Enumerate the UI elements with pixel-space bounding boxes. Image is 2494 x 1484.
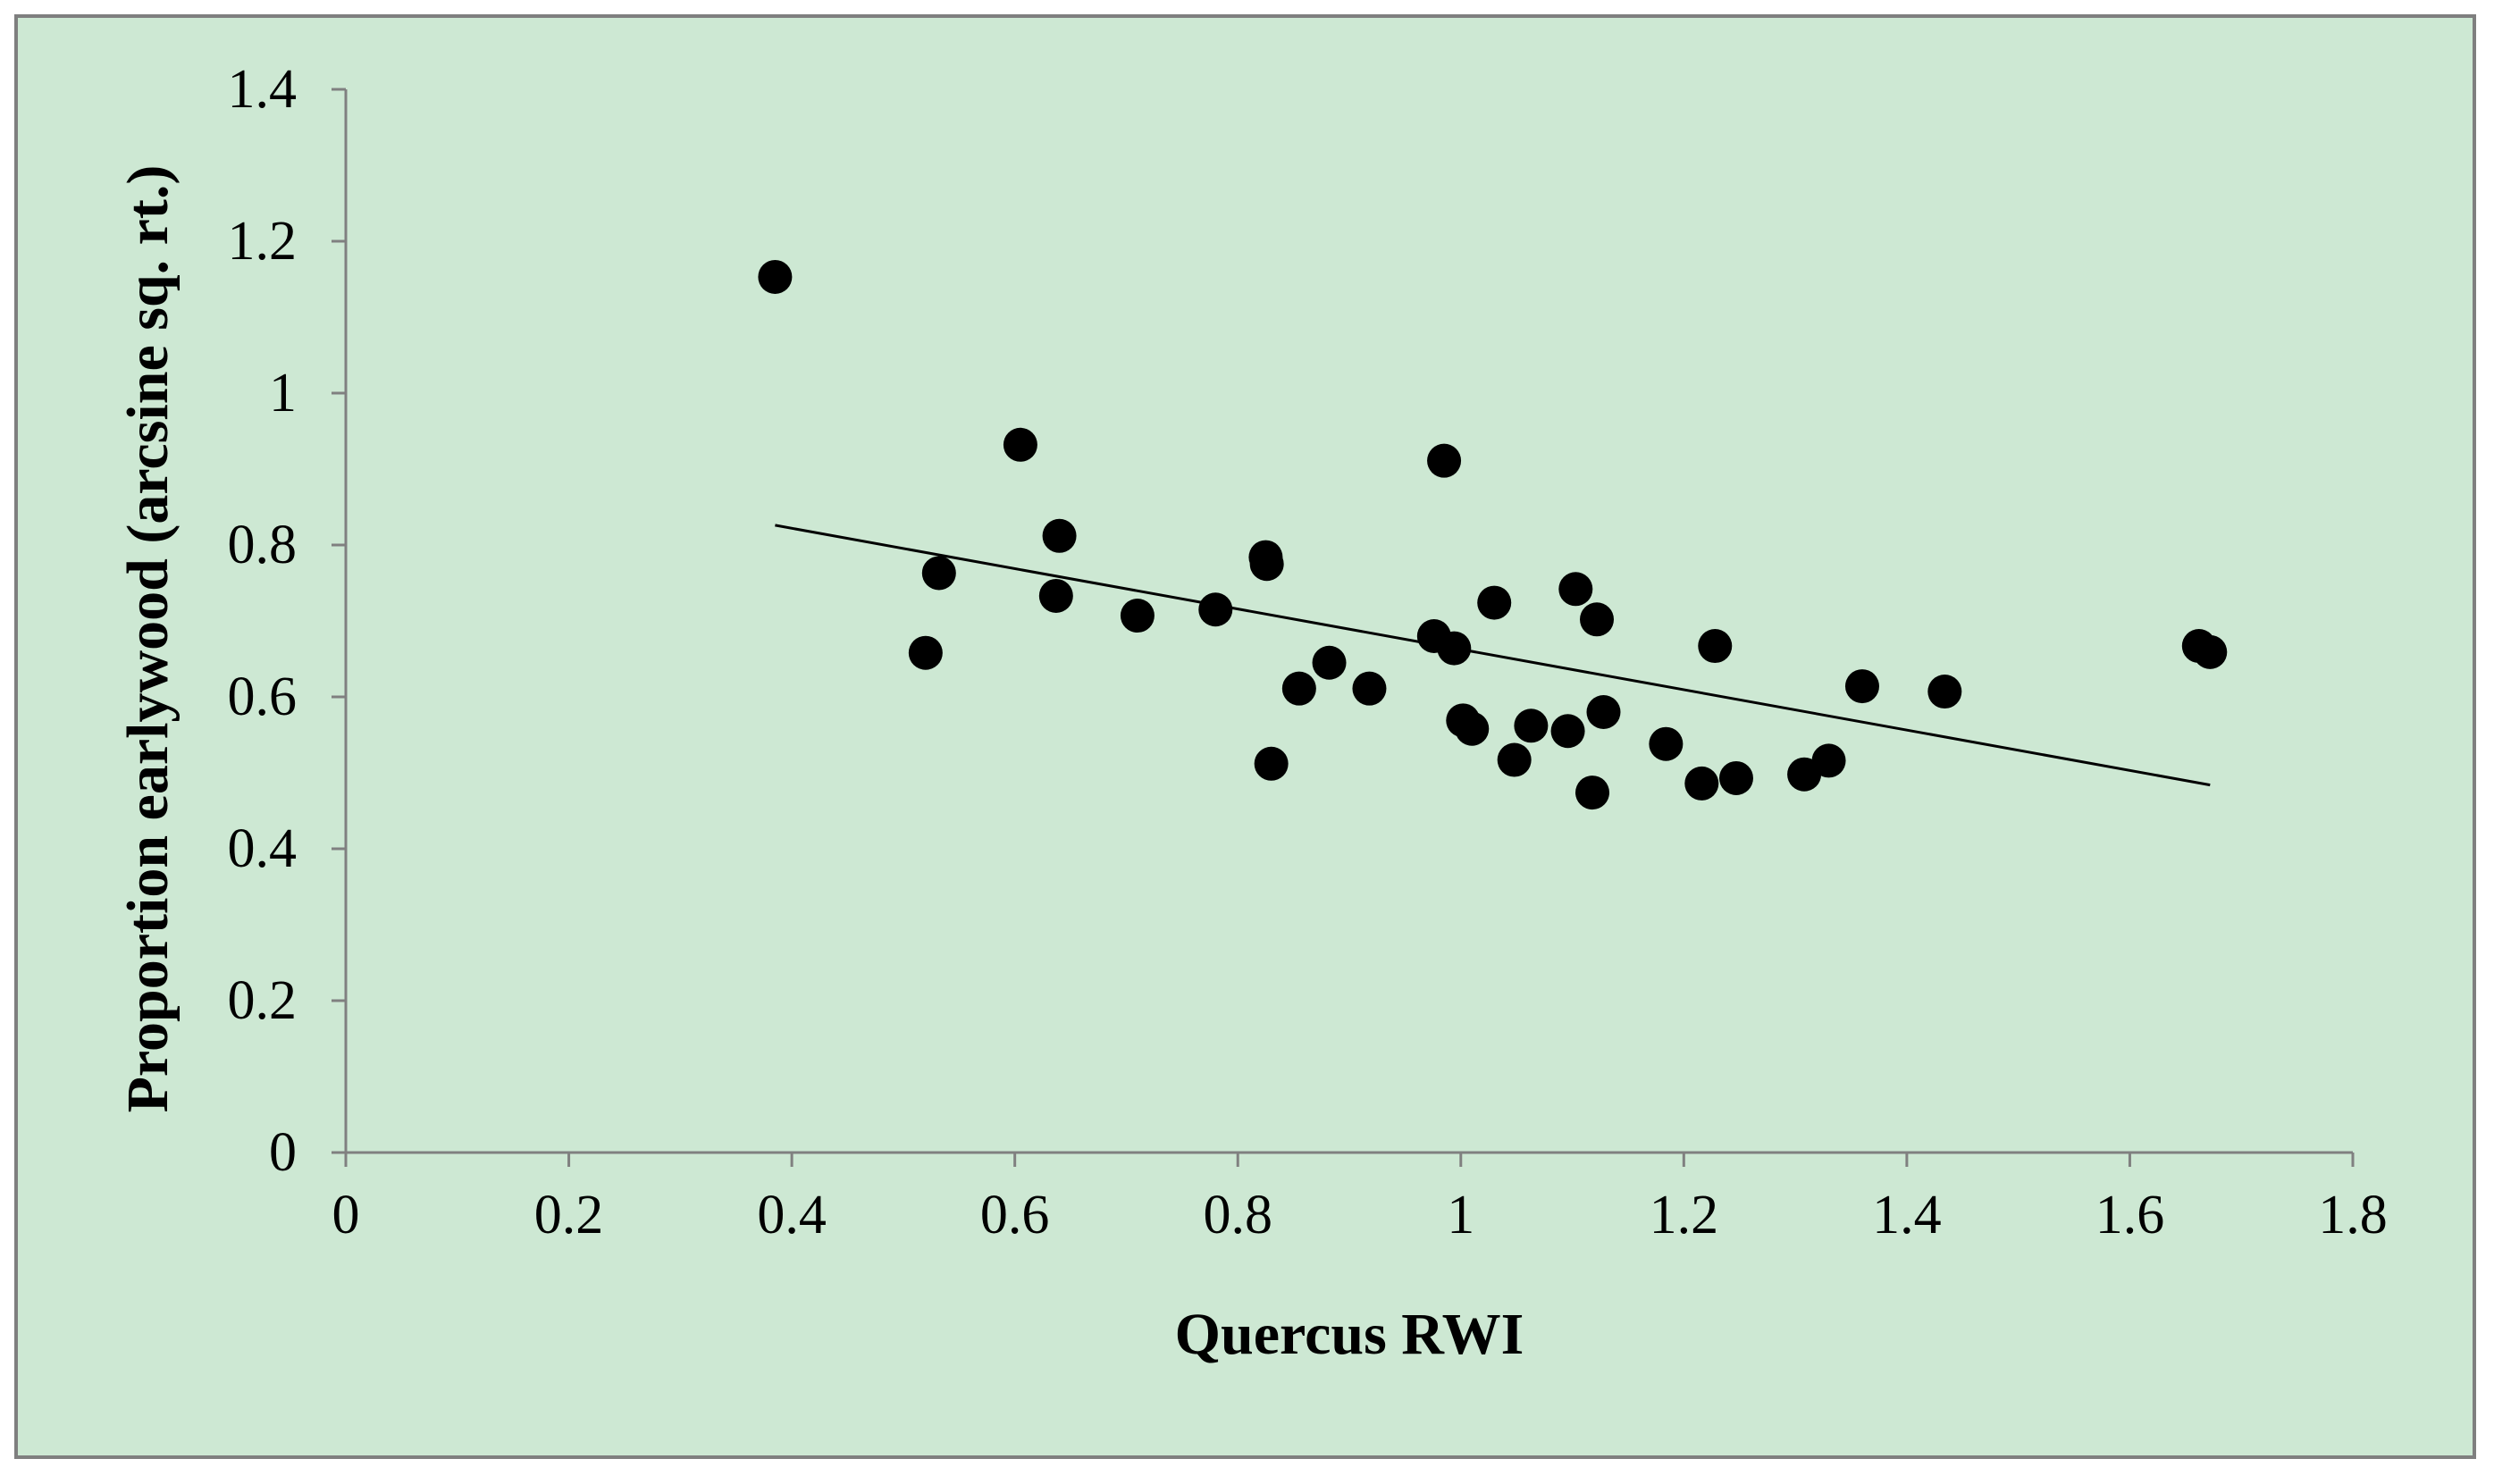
data-point xyxy=(1580,602,1615,637)
x-tick-label: 1.6 xyxy=(2095,1185,2165,1245)
axes: 0 0.2 0.4 0.6 0.8 1 1.2 1.4 1.6 1.8 0 0.2 0.4 0.6 0.8… xyxy=(228,59,2388,1245)
data-point xyxy=(1698,629,1733,664)
data-point xyxy=(1003,427,1037,462)
y-axis-title: Proportion earlywood (arcsine sq. rt.) xyxy=(115,165,181,1113)
data-point xyxy=(1477,585,1512,620)
data-point xyxy=(1042,518,1077,553)
y-tick-label: 0.8 xyxy=(228,515,298,575)
x-tick-label: 1 xyxy=(1447,1185,1474,1245)
trendline xyxy=(775,524,2211,787)
x-tick-label: 0 xyxy=(332,1185,360,1245)
y-tick-label: 1.4 xyxy=(228,59,298,120)
x-tick-label: 0.4 xyxy=(757,1185,827,1245)
y-tick-label: 1.2 xyxy=(228,211,298,272)
x-ticks: 0 0.2 0.4 0.6 0.8 1 1.2 1.4 1.6 1.8 xyxy=(332,1153,2388,1245)
data-point xyxy=(1575,776,1610,810)
y-tick-label: 0.4 xyxy=(228,818,298,879)
data-point xyxy=(1811,743,1846,778)
data-point xyxy=(1437,631,1472,666)
x-tick-label: 0.6 xyxy=(980,1185,1050,1245)
data-point xyxy=(1455,711,1490,746)
data-point xyxy=(1558,572,1593,607)
x-tick-label: 0.8 xyxy=(1203,1185,1272,1245)
y-tick-label: 0.2 xyxy=(228,970,298,1031)
data-point xyxy=(1312,645,1347,680)
data-points xyxy=(758,259,2228,810)
y-tick-label: 1 xyxy=(269,363,297,423)
data-point xyxy=(2193,634,2228,669)
y-tick-label: 0 xyxy=(269,1122,297,1183)
data-point xyxy=(1198,592,1233,627)
y-tick-label: 0.6 xyxy=(228,667,298,727)
data-point xyxy=(908,635,943,670)
data-point xyxy=(1718,760,1753,795)
data-point xyxy=(921,556,956,591)
x-tick-label: 1.8 xyxy=(2318,1185,2388,1245)
y-ticks: 0 0.2 0.4 0.6 0.8 1 1.2 1.4 xyxy=(228,59,346,1183)
data-point xyxy=(1514,708,1549,743)
data-point xyxy=(1281,671,1316,706)
data-point xyxy=(1649,726,1684,761)
data-point xyxy=(1352,671,1387,706)
data-point xyxy=(1427,443,1462,478)
data-point xyxy=(758,259,793,294)
x-axis-title: Quercus RWI xyxy=(1175,1302,1524,1367)
data-point xyxy=(1249,547,1284,582)
data-point xyxy=(1497,742,1532,777)
x-tick-label: 1.4 xyxy=(1872,1185,1942,1245)
x-tick-label: 1.2 xyxy=(1650,1185,1719,1245)
data-point xyxy=(1254,746,1289,781)
data-point xyxy=(1120,599,1155,633)
data-point xyxy=(1038,578,1073,613)
data-point xyxy=(1684,766,1719,801)
data-point xyxy=(1844,669,1879,704)
data-point xyxy=(1550,714,1585,749)
data-point xyxy=(1927,675,1962,709)
x-tick-label: 0.2 xyxy=(534,1185,604,1245)
data-point xyxy=(1586,695,1621,729)
chart-area xyxy=(14,14,2476,1459)
